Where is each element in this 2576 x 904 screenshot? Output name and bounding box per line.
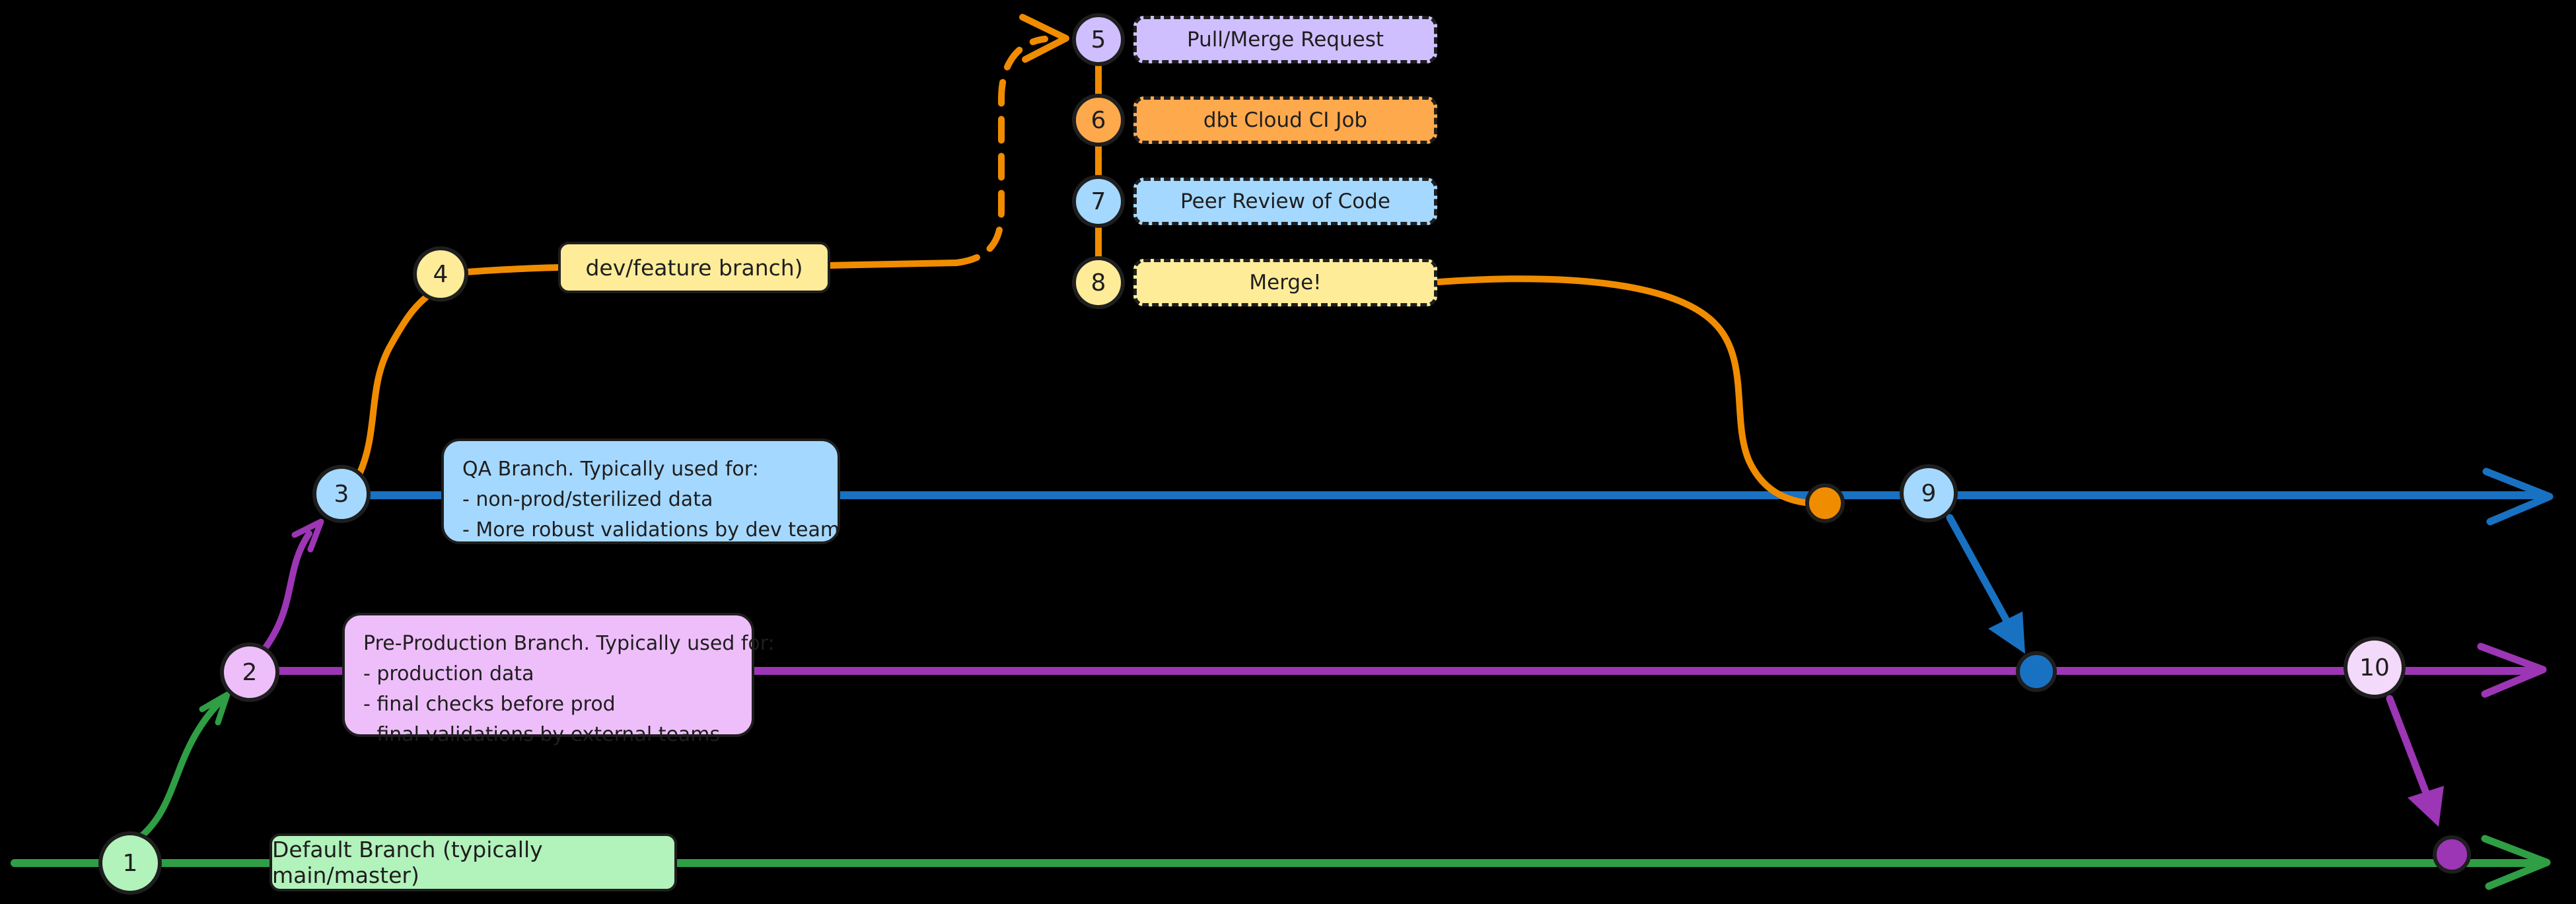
merge-commit-dot-default (2433, 835, 2471, 874)
branch-label-default: Default Branch (typically main/master) (269, 833, 677, 891)
commit-node-8: 8 (1072, 256, 1125, 309)
merge-arrowhead-10-to-default (2408, 786, 2444, 827)
commit-node-2: 2 (220, 643, 279, 702)
preprod-info-title: Pre-Production Branch. Typically used fo… (363, 632, 775, 655)
qa-info-title: QA Branch. Typically used for: (462, 458, 759, 481)
commit-node-number: 9 (1921, 479, 1937, 507)
branch-off-curve-3-to-4 (356, 290, 434, 477)
commit-node-6: 6 (1072, 94, 1125, 147)
feature-branch-line-right (825, 260, 960, 269)
branch-info-qa: QA Branch. Typically used for: - non-pro… (441, 438, 840, 544)
qa-info-item: - non-prod/sterilized data (462, 488, 713, 511)
branch-label-feature: dev/feature branch) (558, 242, 830, 293)
feature-to-pr-dashed-curve (953, 36, 1048, 266)
commit-node-number: 3 (334, 480, 349, 508)
merge-arrow-9-to-preprod (1946, 514, 2011, 625)
merge-arrow-10-to-default (2386, 695, 2429, 795)
commit-node-number: 4 (433, 260, 448, 288)
step-label: dbt Cloud CI Job (1203, 108, 1368, 132)
preprod-info-item: - final validations by external teams (363, 723, 721, 746)
commit-node-7: 7 (1072, 175, 1125, 228)
merge-commit-dot-preprod (2016, 651, 2057, 692)
branch-off-arrowhead-2-to-3 (291, 518, 324, 553)
commit-node-number: 7 (1091, 188, 1106, 215)
step-box-dbt-cloud-ci-job: dbt Cloud CI Job (1133, 96, 1437, 144)
commit-node-number: 8 (1091, 269, 1106, 296)
merge-return-curve (1435, 275, 1814, 506)
default-branch-arrowhead (2481, 835, 2551, 890)
commit-node-4: 4 (413, 246, 468, 302)
preprod-info-item: - production data (363, 662, 534, 685)
step-box-pull-merge-request: Pull/Merge Request (1133, 16, 1437, 63)
step-label: Pull/Merge Request (1186, 28, 1384, 52)
commit-node-3: 3 (312, 465, 371, 523)
qa-info-item: - More robust validations by dev team (462, 518, 840, 541)
commit-node-9: 9 (1900, 464, 1958, 522)
commit-node-number: 1 (122, 849, 138, 877)
step-label: Peer Review of Code (1180, 190, 1390, 213)
branch-label-default-text: Default Branch (typically main/master) (272, 837, 543, 888)
commit-node-1: 1 (98, 831, 162, 895)
preprod-branch-arrowhead (2477, 643, 2547, 698)
qa-branch-arrowhead (2482, 468, 2554, 526)
commit-node-10: 10 (2343, 637, 2406, 699)
step-label: Merge! (1249, 271, 1322, 295)
feature-to-pr-arrowhead (1019, 14, 1069, 63)
step-box-merge: Merge! (1133, 259, 1437, 306)
merge-commit-dot-qa (1805, 483, 1845, 523)
step-box-peer-review-of-code: Peer Review of Code (1133, 178, 1437, 225)
branch-label-feature-text: dev/feature branch) (585, 254, 803, 281)
branch-off-arrow-2-to-3 (260, 530, 312, 654)
branch-off-arrow-1-to-2 (137, 699, 223, 841)
commit-node-number: 10 (2359, 654, 2390, 681)
feature-branch-line-left (463, 264, 563, 275)
branch-info-preprod: Pre-Production Branch. Typically used fo… (342, 613, 775, 746)
commit-node-5: 5 (1072, 13, 1125, 66)
preprod-info-item: - final checks before prod (363, 693, 616, 716)
commit-node-number: 5 (1091, 26, 1106, 53)
commit-node-number: 6 (1091, 106, 1106, 134)
commit-node-number: 2 (242, 658, 258, 686)
branch-off-arrowhead-1-to-2 (199, 691, 231, 726)
merge-arrowhead-9-to-preprod (1988, 611, 2025, 654)
